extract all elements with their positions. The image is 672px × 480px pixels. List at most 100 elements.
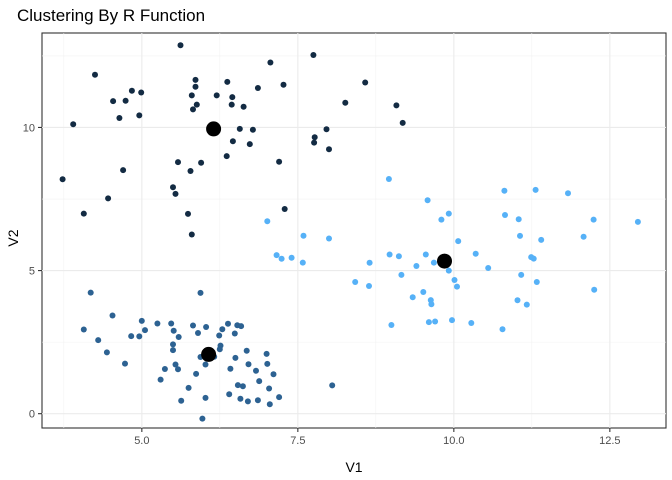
data-point <box>455 238 462 245</box>
data-point <box>266 385 273 392</box>
data-point <box>310 52 317 58</box>
data-point <box>154 320 161 327</box>
data-point <box>178 397 185 404</box>
data-point <box>278 255 285 262</box>
data-point <box>190 106 196 113</box>
data-point <box>472 250 479 257</box>
data-point <box>59 176 66 183</box>
x-axis-ticks: 5.0 7.5 10.0 12.5 <box>134 428 621 447</box>
data-point <box>203 324 210 330</box>
data-point <box>267 59 274 66</box>
data-point <box>253 367 259 374</box>
data-point <box>120 167 127 174</box>
data-point <box>399 119 406 126</box>
data-point <box>187 168 194 174</box>
data-point <box>366 283 372 289</box>
data-point <box>170 327 177 334</box>
data-point <box>515 216 522 223</box>
data-point <box>185 210 191 217</box>
data-point <box>105 195 112 202</box>
x-axis-title: V1 <box>345 459 362 475</box>
data-point <box>188 231 195 238</box>
y-tick-label: 5 <box>29 266 35 278</box>
data-point <box>122 360 128 367</box>
x-tick-label: 12.5 <box>599 435 620 447</box>
data-point <box>523 301 530 308</box>
data-point <box>424 197 431 204</box>
data-point <box>518 271 525 278</box>
data-point <box>264 360 271 367</box>
y-tick-label: 10 <box>23 122 35 134</box>
data-point <box>87 289 94 296</box>
data-point <box>300 232 307 239</box>
data-point <box>468 320 475 326</box>
data-point <box>428 301 435 308</box>
cluster-center-point <box>206 121 222 137</box>
data-point <box>198 159 205 166</box>
data-point <box>192 83 199 90</box>
cluster-centers <box>201 121 452 362</box>
data-point <box>170 347 176 354</box>
data-point <box>485 265 492 271</box>
data-point <box>266 401 273 408</box>
data-point <box>246 141 253 148</box>
grid-lines <box>42 33 666 428</box>
chart-title: Clustering By R Function <box>17 6 205 25</box>
data-point <box>138 89 145 96</box>
data-point <box>501 187 508 194</box>
data-point <box>254 397 261 404</box>
data-point <box>454 283 460 290</box>
data-point <box>224 78 231 85</box>
cluster-2-points <box>80 289 336 422</box>
data-point <box>128 333 135 340</box>
data-point <box>103 349 110 356</box>
data-point <box>393 102 400 109</box>
data-point <box>80 326 87 333</box>
data-point <box>326 235 332 242</box>
data-point <box>533 279 540 285</box>
data-point <box>264 218 271 225</box>
data-point <box>142 327 148 334</box>
data-point <box>128 87 135 94</box>
data-point <box>329 382 336 389</box>
cluster-center-point <box>437 253 452 269</box>
data-point <box>342 99 349 106</box>
data-point <box>385 176 392 182</box>
data-point <box>430 259 437 266</box>
data-point <box>249 126 256 133</box>
data-point <box>238 323 245 330</box>
data-point <box>175 334 182 340</box>
data-point <box>449 317 455 324</box>
data-point <box>591 286 598 293</box>
data-point <box>195 330 201 336</box>
data-point <box>190 322 196 329</box>
data-point <box>232 354 239 361</box>
data-point <box>70 121 77 128</box>
data-point <box>499 326 506 333</box>
data-point <box>438 216 445 223</box>
data-point <box>213 92 220 99</box>
data-point <box>517 232 523 239</box>
data-point <box>270 371 277 378</box>
data-point <box>311 139 318 146</box>
data-point <box>243 347 250 354</box>
data-point <box>193 101 200 108</box>
data-point <box>236 125 243 132</box>
data-point <box>216 346 223 353</box>
data-point <box>451 277 458 283</box>
data-point <box>245 361 252 368</box>
data-point <box>299 259 306 266</box>
data-point <box>199 415 206 422</box>
data-point <box>228 101 235 108</box>
data-point <box>229 138 236 145</box>
data-point <box>172 361 179 368</box>
data-point <box>136 112 143 119</box>
data-point <box>538 236 545 243</box>
data-point <box>445 267 452 274</box>
data-point <box>177 42 184 49</box>
y-axis-title: V2 <box>5 229 21 246</box>
data-point <box>580 233 587 240</box>
data-point <box>185 384 192 391</box>
panel-border <box>41 32 667 429</box>
